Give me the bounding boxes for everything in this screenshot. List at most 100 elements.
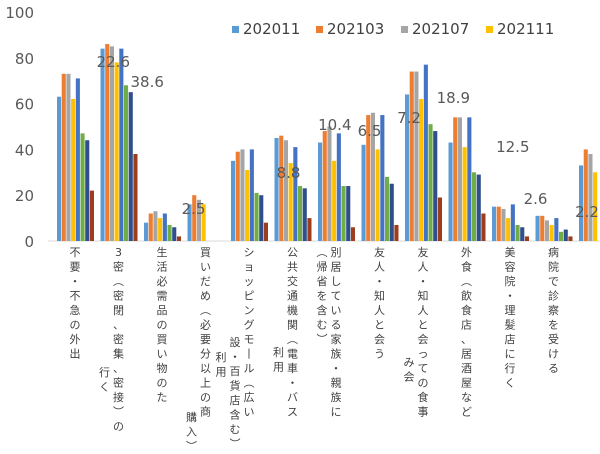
category-label-char: バ [287,391,298,404]
category-label-char: 家 [331,332,342,346]
legend-label: 202103 [327,20,384,38]
data-label: 8.8 [277,164,301,182]
category-label-char: モ [244,333,255,346]
bar [524,236,529,241]
category-label-char: 外 [461,246,472,259]
category-label-char: 髪 [505,318,516,332]
category-label-char: 人 [374,261,385,274]
category-label-char: を [317,290,328,303]
category-label-char: 病 [548,245,559,259]
category-label-char: 品 [157,304,168,317]
category-label-char: 電 [287,348,298,361]
category-label-char: 理 [505,304,516,317]
category-label-char: 人 [418,304,429,317]
category-label-char: 機 [287,303,298,317]
category-label-char: グ [244,318,255,332]
category-label-char: む [230,423,241,436]
category-label-char: う [374,348,385,361]
bar [559,231,564,241]
category-label-char: ン [244,304,255,317]
category-label-char: 事 [418,406,429,419]
bar [192,195,197,241]
category-label-char: 要 [200,333,211,346]
bar [405,94,410,241]
legend-label: 202107 [412,20,469,38]
bar [462,147,467,241]
category-label-char: な [461,391,472,404]
bar [341,186,346,241]
category-label-char: い [157,348,168,361]
category-label-char: ︶ [113,406,124,419]
category-label-char: ︵ [200,304,211,317]
y-tick-label: 80 [15,50,34,68]
bar [318,142,323,241]
bar [593,172,598,241]
category-label-char: で [548,275,559,288]
category-label-char: 人 [374,304,385,317]
category-label-char: 含 [317,303,328,317]
category-label-char: ︵ [317,246,328,259]
bar [423,64,428,241]
legend-swatch [401,26,408,33]
category-label-char: 友 [418,245,429,259]
category-label-char: ル [244,362,255,375]
category-label-char: 、 [113,362,124,375]
category-label-char: く [99,381,110,394]
data-label: 12.5 [496,138,529,156]
bar [176,236,181,241]
bars-layer [57,44,598,242]
data-label: 38.6 [131,73,164,91]
category-label-char: 酒 [461,362,472,375]
category-label-char: の [70,319,81,332]
bar [167,224,172,241]
bar [385,176,390,241]
category-label-char: ・ [331,362,342,375]
category-label-char: て [418,362,429,375]
bar [263,222,268,241]
category-label-char: 会 [404,371,415,384]
category-label-char: い [331,304,342,317]
bar [579,165,584,241]
category-label-char: 公 [287,246,298,259]
category-label-char: 商 [200,405,211,419]
category-label-char: ョ [244,261,255,274]
category-label-char: 省 [317,275,328,288]
bar [583,149,588,241]
category-label-char: っ [418,348,429,361]
category-label-char: 知 [374,289,385,303]
bar [520,227,525,241]
category-label-char: 族 [331,347,342,361]
legend-label: 202111 [497,20,554,38]
category-label-char: 知 [418,289,429,303]
bar [279,135,284,241]
category-label-char: 生 [157,245,168,259]
category-label-char: だ [200,275,211,288]
category-label-char: ・ [505,290,516,303]
category-label-char: ︵ [113,275,124,288]
bar [346,186,351,241]
category-label-char: 院 [505,274,516,288]
bar [124,85,129,241]
category-label-char: 需 [157,290,168,303]
category-label-char: シ [244,246,255,259]
bar [496,206,501,241]
category-label-char: ・ [418,275,429,288]
data-label: 10.4 [318,116,351,134]
category-label-char: 分 [200,348,211,361]
category-label-char: 購 [186,410,197,424]
bar [298,186,303,241]
bar [492,206,497,241]
category-label-char: ス [287,406,298,419]
category-label-char: 3 [115,246,122,259]
category-label-char: ︶ [186,440,197,450]
category-label-char: 車 [287,361,298,375]
category-label-char: 居 [461,348,472,361]
category-label-char: 百 [230,365,241,378]
y-tick-label: 20 [15,187,34,205]
bar [245,170,250,241]
category-label-char: 用 [273,361,284,374]
